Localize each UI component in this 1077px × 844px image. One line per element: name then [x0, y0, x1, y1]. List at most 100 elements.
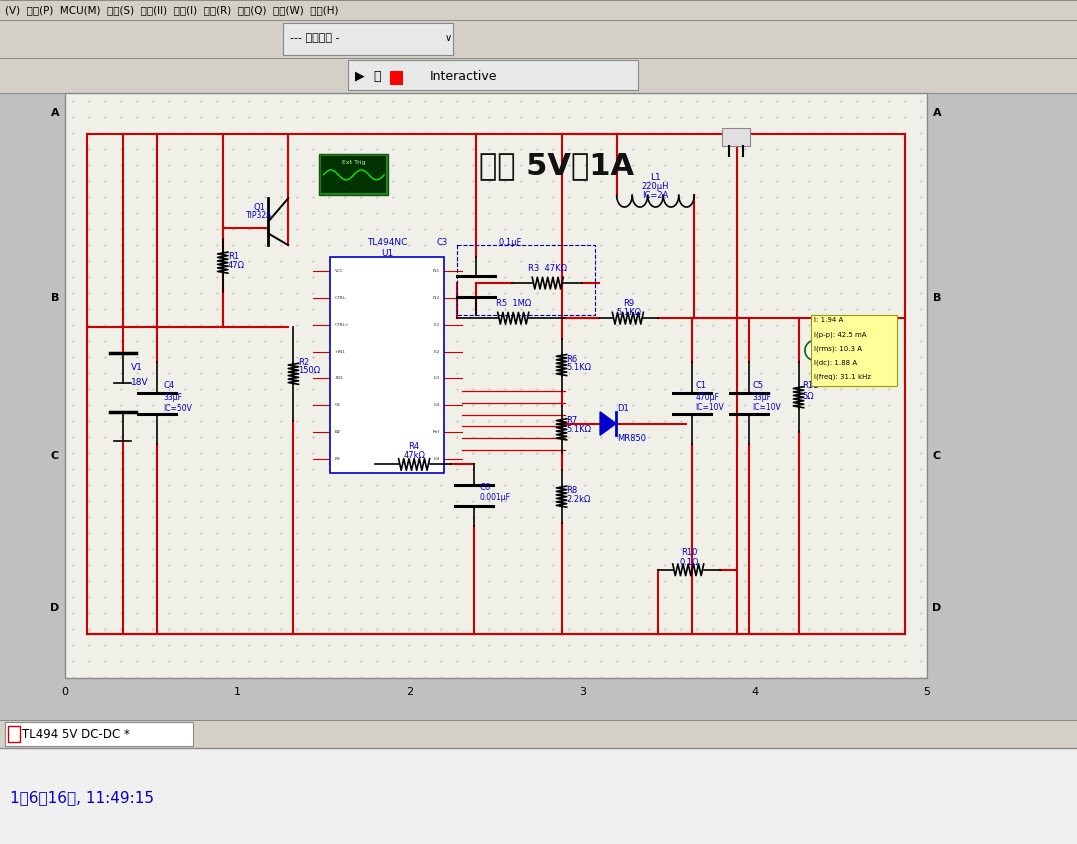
Text: R7: R7	[567, 416, 577, 425]
Text: R2: R2	[298, 358, 309, 366]
Text: R9: R9	[624, 299, 634, 308]
Text: A: A	[51, 108, 59, 118]
Text: D1: D1	[617, 404, 629, 414]
Text: B: B	[933, 293, 941, 303]
Text: ▶: ▶	[355, 69, 365, 83]
Text: 表/1: 表/1	[827, 355, 838, 362]
Text: (V)  绘制(P)  MCU(M)  仿真(S)  转移(II)  工具(I)  报告(R)  选项(Q)  窗口(W)  帮助(H): (V) 绘制(P) MCU(M) 仿真(S) 转移(II) 工具(I) 报告(R…	[5, 5, 338, 15]
Text: D: D	[933, 603, 941, 613]
Text: C5: C5	[753, 381, 764, 390]
Text: R4: R4	[408, 442, 420, 452]
Text: 2: 2	[406, 687, 414, 697]
Bar	[331, 257, 445, 473]
Text: IN1: IN1	[433, 269, 440, 273]
Text: LI1: LI1	[434, 323, 440, 327]
Text: L1: L1	[651, 173, 661, 182]
Text: Ext Trig: Ext Trig	[342, 160, 365, 165]
Text: R8: R8	[567, 486, 577, 495]
Text: IN2: IN2	[433, 296, 440, 300]
Text: R5  1MΩ: R5 1MΩ	[495, 299, 531, 308]
Text: TIP32A: TIP32A	[246, 211, 272, 220]
Text: 220μH: 220μH	[642, 182, 669, 191]
Text: CTRL+: CTRL+	[335, 323, 349, 327]
Bar	[0, 0, 1077, 20]
Text: TL494NC: TL494NC	[367, 238, 407, 246]
Text: C3: C3	[436, 238, 447, 246]
Text: 0.1Ω: 0.1Ω	[680, 558, 699, 566]
Bar	[283, 23, 453, 55]
Bar	[390, 71, 403, 85]
Bar	[0, 748, 1077, 844]
Text: 输出 5V，1A: 输出 5V，1A	[479, 152, 634, 181]
Text: 47kΩ: 47kΩ	[403, 452, 425, 460]
Bar	[348, 60, 638, 90]
Text: I(p-p): 42.5 mA: I(p-p): 42.5 mA	[813, 332, 866, 338]
Text: 1: 1	[234, 687, 241, 697]
Bar	[321, 156, 387, 193]
Text: IC=10V: IC=10V	[696, 403, 725, 412]
Text: VCC: VCC	[335, 269, 344, 273]
Text: C8: C8	[335, 403, 340, 407]
Text: 5.1KΩ: 5.1KΩ	[567, 364, 591, 372]
Text: 5.1KΩ: 5.1KΩ	[616, 308, 641, 316]
Text: LI4: LI4	[434, 457, 440, 461]
Text: R3: R3	[335, 457, 340, 461]
Text: 0.001μF: 0.001μF	[479, 494, 510, 502]
Text: 470μF: 470μF	[696, 392, 719, 402]
Bar	[0, 58, 1077, 93]
Text: Interactive: Interactive	[430, 69, 498, 83]
Bar	[0, 720, 1077, 748]
Text: -IN1: -IN1	[335, 376, 344, 381]
Text: LI4: LI4	[434, 403, 440, 407]
Text: 150Ω: 150Ω	[298, 366, 321, 376]
Bar	[722, 128, 750, 146]
Text: C: C	[933, 451, 941, 461]
Bar	[65, 93, 927, 678]
Text: C6: C6	[479, 484, 491, 492]
Text: LI2: LI2	[434, 349, 440, 354]
Text: --- 在用列表 -: --- 在用列表 -	[290, 33, 339, 43]
Text: C4: C4	[164, 381, 174, 390]
Text: 47Ω: 47Ω	[227, 261, 244, 270]
Text: 33μF: 33μF	[164, 392, 182, 402]
Bar	[8, 726, 20, 742]
Text: 5.1KΩ: 5.1KΩ	[567, 425, 591, 434]
Text: I: 1.94 A: I: 1.94 A	[813, 317, 843, 323]
Text: IC=2A: IC=2A	[642, 191, 669, 200]
Text: Q1: Q1	[253, 203, 265, 212]
Text: 33μF: 33μF	[753, 392, 771, 402]
Text: BZ: BZ	[335, 430, 340, 434]
Text: ⏸: ⏸	[374, 69, 381, 83]
Text: 3: 3	[578, 687, 586, 697]
Text: R11: R11	[802, 381, 819, 390]
Bar	[5, 722, 193, 746]
Text: R1: R1	[227, 252, 239, 262]
Text: Ref: Ref	[433, 430, 440, 434]
Text: 0.1μF: 0.1μF	[499, 238, 522, 246]
Text: 5: 5	[923, 687, 931, 697]
Text: 5Ω: 5Ω	[802, 392, 814, 401]
Text: 0: 0	[61, 687, 69, 697]
Text: I(rms): 10.3 A: I(rms): 10.3 A	[813, 345, 862, 352]
Text: I(dc): 1.88 A: I(dc): 1.88 A	[813, 360, 857, 366]
Text: LI3: LI3	[434, 376, 440, 381]
Text: I(freq): 31.1 kHz: I(freq): 31.1 kHz	[813, 373, 870, 380]
Text: ∨: ∨	[445, 33, 451, 43]
Text: A: A	[812, 345, 819, 355]
Text: C: C	[51, 451, 59, 461]
Text: A: A	[933, 108, 941, 118]
Text: IC=50V: IC=50V	[164, 404, 192, 414]
Bar	[811, 316, 897, 386]
Text: V1: V1	[130, 364, 142, 372]
Text: D: D	[51, 603, 59, 613]
Text: IC=10V: IC=10V	[753, 403, 781, 412]
Text: +IN1: +IN1	[335, 349, 346, 354]
Polygon shape	[600, 412, 616, 436]
Text: U1: U1	[381, 249, 393, 258]
Text: 2.2kΩ: 2.2kΩ	[567, 495, 591, 504]
Text: R6: R6	[567, 354, 577, 364]
Bar	[319, 154, 388, 195]
Text: B: B	[51, 293, 59, 303]
Text: 1年6月16日, 11:49:15: 1年6月16日, 11:49:15	[10, 791, 154, 805]
Text: 4: 4	[751, 687, 758, 697]
